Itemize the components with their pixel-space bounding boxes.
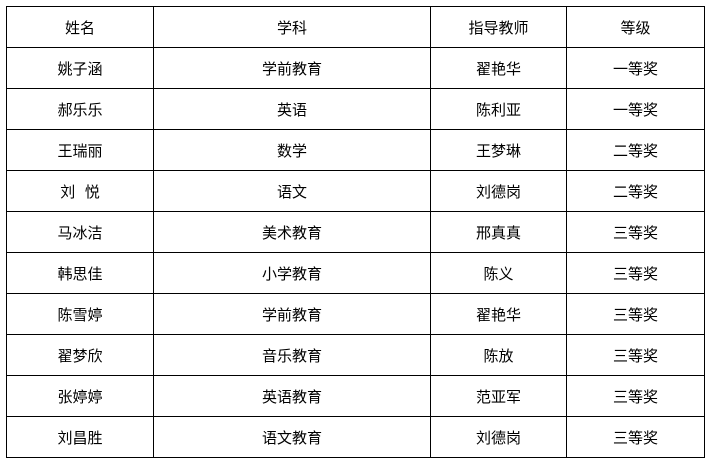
cell-name: 郝乐乐	[6, 88, 154, 130]
cell-subject: 音乐教育	[153, 334, 431, 376]
cell-teacher: 刘德岗	[430, 416, 567, 458]
cell-name: 马冰洁	[6, 211, 154, 253]
cell-level: 三等奖	[566, 211, 705, 253]
cell-name: 翟梦欣	[6, 334, 154, 376]
cell-level: 三等奖	[566, 293, 705, 335]
header-name: 姓名	[6, 6, 154, 48]
cell-subject: 学前教育	[153, 293, 431, 335]
cell-subject: 数学	[153, 129, 431, 171]
table-row: 马冰洁 美术教育 邢真真 三等奖	[6, 211, 705, 253]
cell-teacher: 陈义	[430, 252, 567, 294]
cell-level: 三等奖	[566, 334, 705, 376]
header-teacher: 指导教师	[430, 6, 567, 48]
cell-name: 陈雪婷	[6, 293, 154, 335]
cell-level: 一等奖	[566, 88, 705, 130]
table-row: 王瑞丽 数学 王梦琳 二等奖	[6, 129, 705, 171]
cell-level: 二等奖	[566, 129, 705, 171]
table-row: 张婷婷 英语教育 范亚军 三等奖	[6, 375, 705, 417]
cell-subject: 小学教育	[153, 252, 431, 294]
header-level: 等级	[566, 6, 705, 48]
header-row: 姓名 学科 指导教师 等级	[6, 6, 705, 48]
cell-name: 张婷婷	[6, 375, 154, 417]
cell-level: 一等奖	[566, 47, 705, 89]
cell-subject: 美术教育	[153, 211, 431, 253]
table-row: 陈雪婷 学前教育 翟艳华 三等奖	[6, 293, 705, 335]
header-subject: 学科	[153, 6, 431, 48]
cell-subject: 语文	[153, 170, 431, 212]
cell-name: 姚子涵	[6, 47, 154, 89]
cell-level: 三等奖	[566, 252, 705, 294]
cell-name: 韩思佳	[6, 252, 154, 294]
cell-name: 刘昌胜	[6, 416, 154, 458]
cell-subject: 语文教育	[153, 416, 431, 458]
award-table: 姓名 学科 指导教师 等级 姚子涵 学前教育 翟艳华 一等奖 郝乐乐 英语 陈利亚 一等奖 王瑞…	[6, 6, 705, 458]
cell-teacher: 范亚军	[430, 375, 567, 417]
cell-teacher: 王梦琳	[430, 129, 567, 171]
cell-name: 王瑞丽	[6, 129, 154, 171]
cell-subject: 英语教育	[153, 375, 431, 417]
table-row: 刘昌胜 语文教育 刘德岗 三等奖	[6, 416, 705, 458]
cell-level: 三等奖	[566, 416, 705, 458]
table-row: 刘 悦语文 刘德岗 二等奖	[6, 170, 705, 212]
cell-subject: 英语	[153, 88, 431, 130]
cell-teacher: 邢真真	[430, 211, 567, 253]
table-row: 韩思佳 小学教育 陈义 三等奖	[6, 252, 705, 294]
cell-teacher: 陈利亚	[430, 88, 567, 130]
cell-name: 刘 悦	[6, 170, 154, 212]
cell-subject: 学前教育	[153, 47, 431, 89]
cell-teacher: 翟艳华	[430, 47, 567, 89]
cell-teacher: 翟艳华	[430, 293, 567, 335]
table-row: 翟梦欣 音乐教育 陈放 三等奖	[6, 334, 705, 376]
cell-teacher: 刘德岗	[430, 170, 567, 212]
cell-teacher: 陈放	[430, 334, 567, 376]
table-row: 郝乐乐 英语 陈利亚 一等奖	[6, 88, 705, 130]
cell-level: 二等奖	[566, 170, 705, 212]
cell-level: 三等奖	[566, 375, 705, 417]
table-row: 姚子涵 学前教育 翟艳华 一等奖	[6, 47, 705, 89]
